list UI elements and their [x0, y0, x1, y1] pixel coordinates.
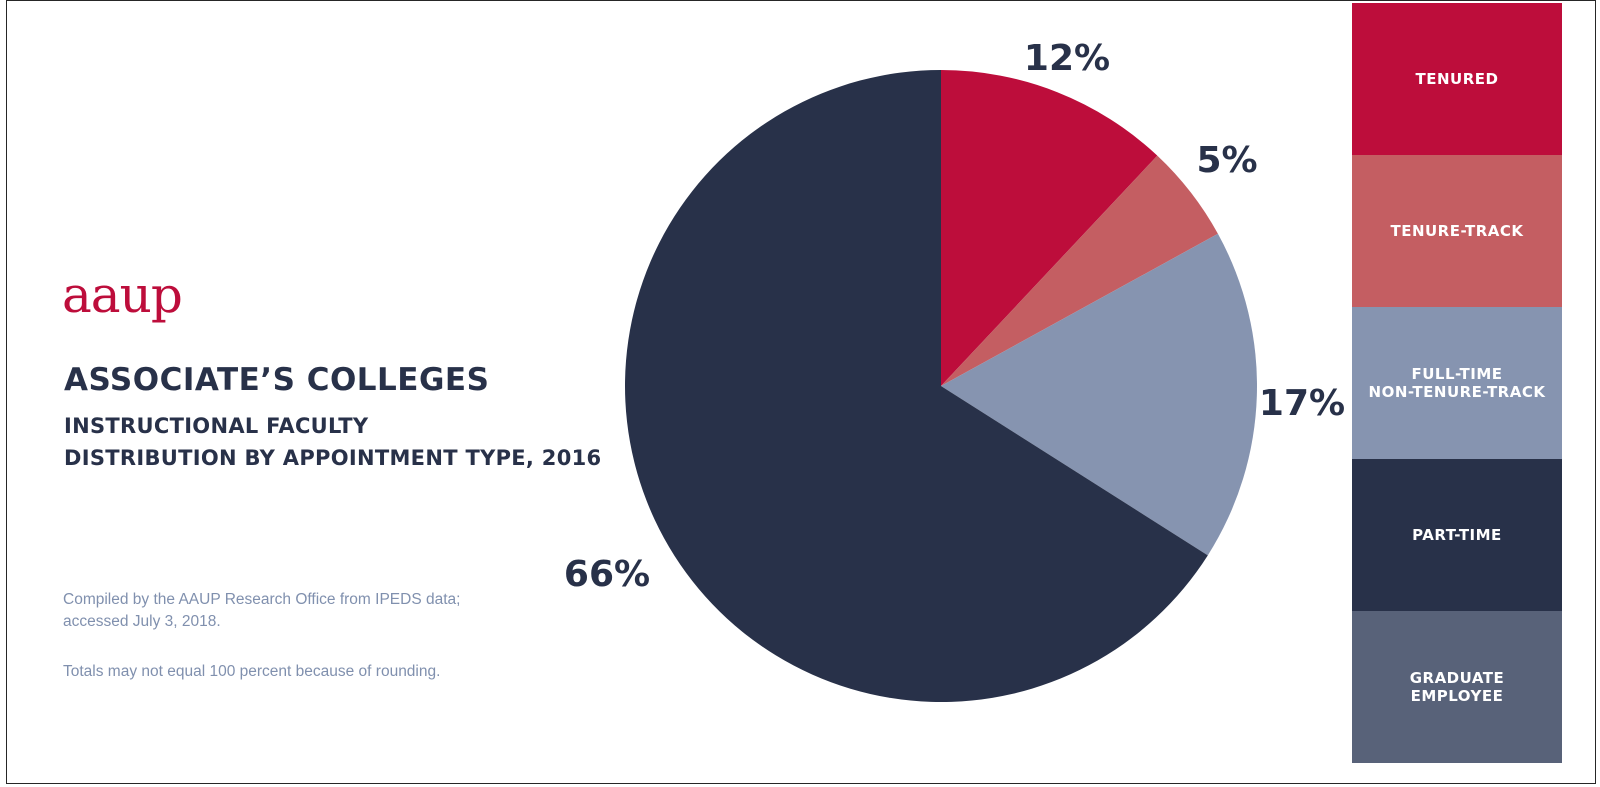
legend-label: PART-TIME [1412, 526, 1502, 544]
source-note-line-1: Compiled by the AAUP Research Office fro… [63, 591, 461, 608]
pie-slices [625, 70, 1258, 703]
subtitle-line-1: INSTRUCTIONAL FACULTY [64, 414, 369, 438]
aaup-logo: aaup [62, 266, 183, 324]
percent-label: 17% [1259, 383, 1345, 424]
pie-slice-part-time [625, 70, 1208, 703]
legend-label-line: FULL-TIME [1411, 365, 1503, 383]
legend-label-line: EMPLOYEE [1410, 687, 1504, 705]
legend-label: FULL-TIME NON-TENURE-TRACK [1369, 365, 1546, 401]
rounding-note: Totals may not equal 100 percent because… [63, 663, 441, 680]
legend-label: TENURED [1416, 70, 1499, 88]
percent-label: 5% [1196, 140, 1257, 181]
percent-label: 12% [1024, 38, 1110, 79]
legend-label-line: NON-TENURE-TRACK [1368, 383, 1546, 401]
legend-item-graduate: GRADUATE EMPLOYEE [1352, 611, 1562, 763]
source-note-line-2: accessed July 3, 2018. [63, 613, 221, 630]
legend-label-line: PART-TIME [1412, 526, 1502, 544]
legend-label-line: TENURE-TRACK [1390, 222, 1524, 240]
chart-subtitle: INSTRUCTIONAL FACULTY DISTRIBUTION BY AP… [64, 410, 601, 474]
legend-label-line: GRADUATE [1409, 669, 1505, 687]
legend: TENURED TENURE-TRACK FULL-TIME NON-TENURE-T… [1352, 3, 1562, 763]
legend-label: TENURE-TRACK [1390, 222, 1523, 240]
legend-label-line: TENURED [1415, 70, 1499, 88]
pie-slice-tenured [941, 70, 1158, 386]
subtitle-line-2: DISTRIBUTION BY APPOINTMENT TYPE, 2016 [64, 446, 602, 470]
percent-label: 66% [564, 554, 650, 595]
legend-label: GRADUATE EMPLOYEE [1410, 669, 1505, 705]
legend-item-tenure-track: TENURE-TRACK [1352, 155, 1562, 307]
pie-slice-full-time-non-tenure-track [941, 233, 1258, 556]
pie-percent-labels: 12% 5% 17% 66% [564, 38, 1345, 595]
legend-item-full-time: FULL-TIME NON-TENURE-TRACK [1352, 307, 1562, 459]
pie-slice-tenure-track [941, 155, 1218, 386]
source-note: Compiled by the AAUP Research Office fro… [63, 589, 460, 633]
chart-title: ASSOCIATE’S COLLEGES [64, 362, 490, 398]
legend-item-part-time: PART-TIME [1352, 459, 1562, 611]
legend-item-tenured: TENURED [1352, 3, 1562, 155]
